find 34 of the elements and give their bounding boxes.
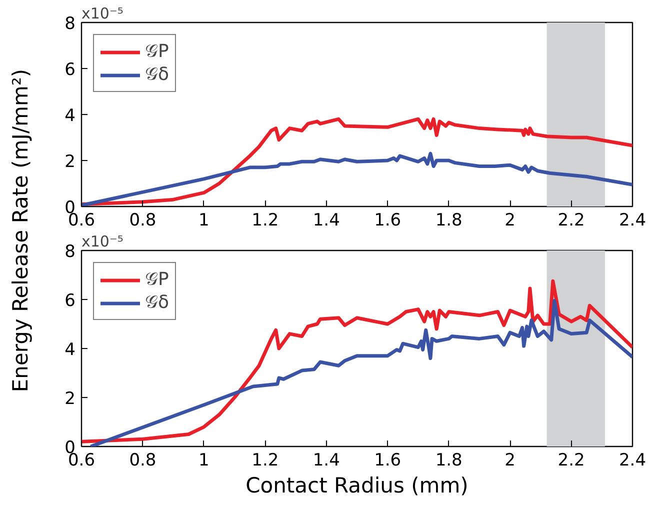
y-tick-label: 4 <box>64 340 76 360</box>
x-tick-label: 2.4 <box>618 450 646 470</box>
x-tick-label: 1.4 <box>312 210 340 230</box>
x-tick-label: 1.8 <box>435 210 462 230</box>
x-tick-label: 1.4 <box>312 450 340 470</box>
x-tick-label: 2 <box>504 210 516 230</box>
y-tick-label: 2 <box>64 389 76 409</box>
x-tick-label: 1.8 <box>435 450 462 470</box>
y-axis-title: Energy Release Rate (mJ/mm²) <box>8 68 32 392</box>
x-tick-label: 2.2 <box>558 450 585 470</box>
y-tick-label: 4 <box>64 106 76 126</box>
y-tick-label: 8 <box>64 242 76 262</box>
x-tick-label: 1.2 <box>252 210 279 230</box>
x-tick-label: 2.4 <box>618 210 646 230</box>
legend-label: 𝒢δ <box>145 292 170 313</box>
y-tick-label: 6 <box>64 291 76 311</box>
legend-label: 𝒢δ <box>145 64 170 85</box>
x-tick-label: 1.6 <box>374 210 402 230</box>
annotation: x10⁻⁵ <box>82 4 124 22</box>
x-tick-label: 2.2 <box>558 210 585 230</box>
y-tick-label: 8 <box>64 14 76 34</box>
x-tick-label: 2 <box>504 450 516 470</box>
legend-label: 𝒢P <box>145 41 169 62</box>
x-tick-label: 0.8 <box>129 210 156 230</box>
y-tick-label: 2 <box>64 152 76 172</box>
legend-label: 𝒢P <box>145 269 169 290</box>
annotation: x10⁻⁵ <box>82 232 124 250</box>
x-tick-label: 0.8 <box>129 450 156 470</box>
y-tick-label: 6 <box>64 60 76 80</box>
x-tick-label: 1.2 <box>252 450 279 470</box>
x-tick-label: 1.6 <box>374 450 402 470</box>
x-axis-title: Contact Radius (mm) <box>246 474 468 498</box>
x-tick-label: 1 <box>198 450 210 470</box>
x-tick-label: 1 <box>198 210 210 230</box>
